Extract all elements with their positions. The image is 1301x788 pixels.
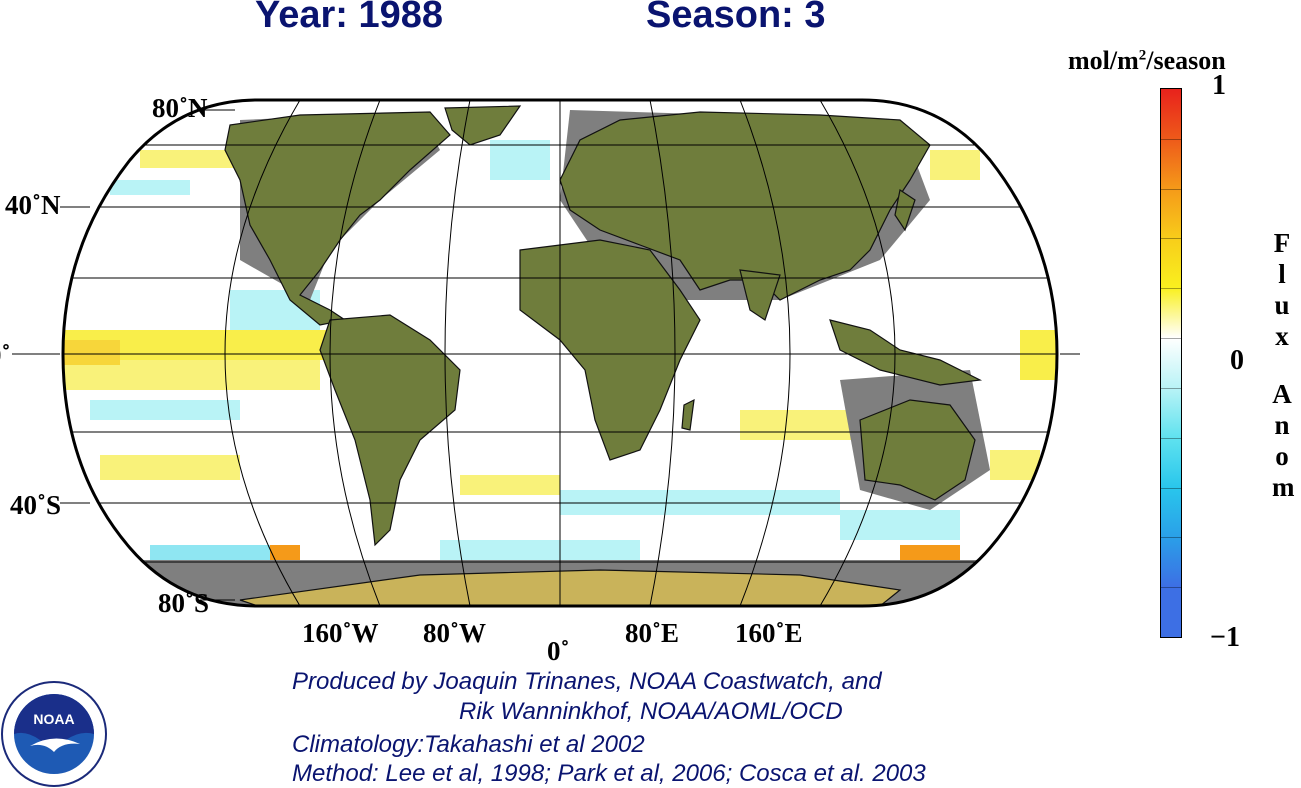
colorbar-unit: mol/m2/season	[1068, 46, 1226, 75]
colorbar-tick	[1161, 138, 1181, 140]
colorbar-mid-label: 0	[1230, 345, 1244, 376]
colorbar-title-letter: l	[1278, 259, 1286, 289]
season-title: Season: 3	[646, 0, 826, 36]
colorbar-tick	[1161, 487, 1181, 489]
lon-label-160w: 160˚W	[302, 618, 379, 648]
colorbar-tick	[1161, 437, 1181, 439]
colorbar-segment	[1161, 537, 1181, 588]
credit-line-4: Method: Lee et al, 1998; Park et al, 200…	[292, 760, 926, 787]
map-border	[61, 98, 1059, 608]
colorbar-title-letter: o	[1275, 441, 1289, 471]
colorbar-tick	[1161, 587, 1181, 589]
colorbar-segment	[1161, 288, 1181, 339]
colorbar-tick	[1161, 537, 1181, 539]
colorbar-max-label: 1	[1212, 70, 1226, 101]
colorbar-segment	[1161, 89, 1181, 139]
colorbar-segment	[1161, 338, 1181, 389]
colorbar-min-label: −1	[1210, 622, 1240, 653]
colorbar-segment	[1161, 387, 1181, 438]
colorbar-title-letter: F	[1273, 228, 1291, 258]
lon-label-80w: 80˚W	[423, 618, 486, 648]
colorbar-segment	[1161, 587, 1181, 638]
lon-label-160e: 160˚E	[735, 618, 803, 648]
credit-line-2: Rik Wanninkhof, NOAA/AOML/OCD	[459, 698, 843, 725]
colorbar	[1160, 88, 1182, 638]
colorbar-segment	[1161, 437, 1181, 488]
lat-label-eq: 0˚	[0, 340, 11, 370]
colorbar-tick	[1161, 238, 1181, 240]
year-title: Year: 1988	[255, 0, 444, 36]
anomaly-patches	[63, 140, 1057, 570]
colorbar-title-letter: x	[1275, 321, 1289, 351]
noaa-logo: NOAA	[1, 681, 107, 787]
lat-label-40n: 40˚N	[5, 190, 61, 220]
graticule	[63, 100, 1057, 606]
colorbar-segment	[1161, 138, 1181, 189]
colorbar-tick	[1161, 188, 1181, 190]
lon-label-0: 0˚	[547, 636, 570, 666]
lat-label-40s: 40˚S	[10, 490, 62, 520]
lon-label-80e: 80˚E	[625, 618, 679, 648]
colorbar-title-letter: u	[1274, 290, 1290, 320]
lat-label-80s: 80˚S	[158, 588, 210, 618]
colorbar-segment	[1161, 188, 1181, 239]
credit-line-3: Climatology:Takahashi et al 2002	[292, 731, 645, 758]
colorbar-segment	[1161, 238, 1181, 289]
credit-line-1: Produced by Joaquin Trinanes, NOAA Coast…	[292, 668, 882, 695]
lat-label-80n: 80˚N	[152, 93, 208, 123]
svg-text:NOAA: NOAA	[33, 711, 74, 727]
colorbar-tick	[1161, 288, 1181, 290]
colorbar-segment	[1161, 487, 1181, 538]
landmasses	[224, 105, 983, 606]
colorbar-tick	[1161, 338, 1181, 340]
colorbar-title-letter: A	[1272, 379, 1292, 409]
colorbar-title-letter: m	[1272, 472, 1295, 502]
colorbar-title-letter: n	[1274, 410, 1290, 440]
colorbar-tick	[1161, 387, 1181, 389]
